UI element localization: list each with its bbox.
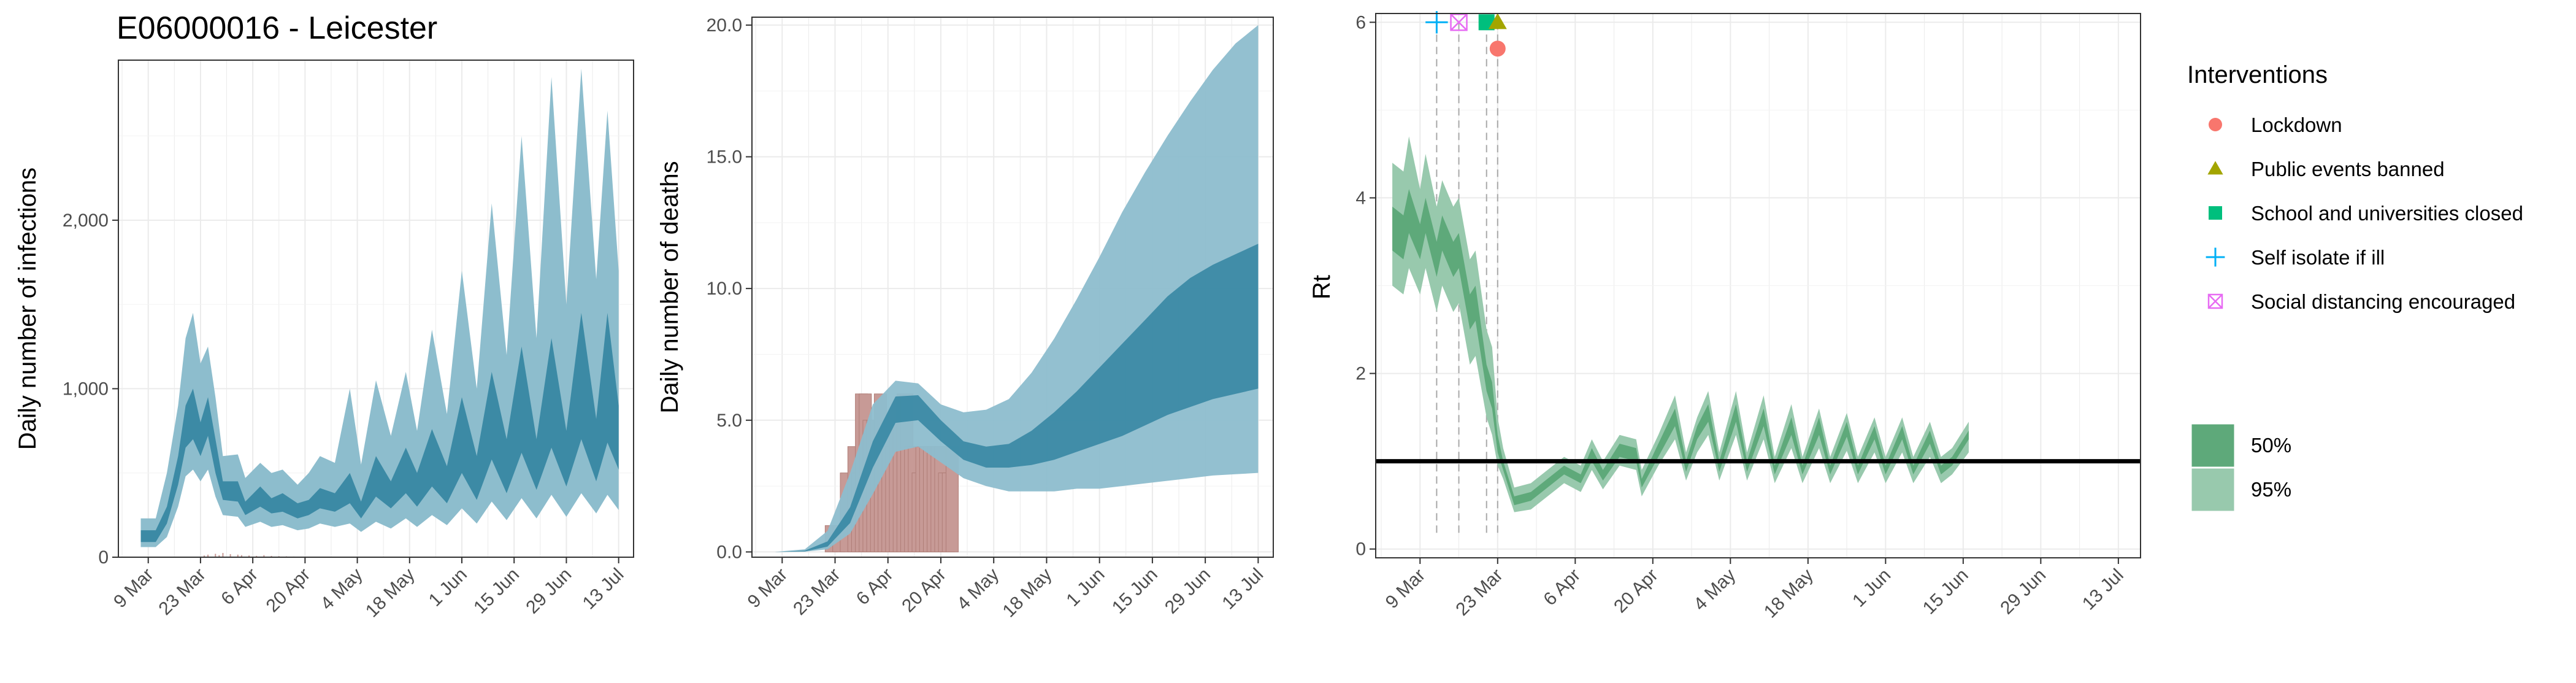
- y-tick-label: 1,000: [63, 379, 109, 399]
- y-tick-label: 15.0: [707, 147, 742, 168]
- intervention-marker: [1488, 13, 1507, 29]
- y-tick-label: 2: [1355, 364, 1366, 384]
- panel-border: [118, 60, 634, 558]
- legend-key-triangle: [2207, 161, 2223, 175]
- ci50-ribbon: [775, 244, 1259, 552]
- y-tick-label: 6: [1355, 12, 1366, 33]
- ci50-ribbon: [1392, 189, 1969, 506]
- rt-label: Rt: [1308, 275, 1335, 299]
- panel-border: [751, 17, 1274, 558]
- legend-title: Interventions: [2187, 61, 2328, 88]
- y-tick-label: 5.0: [716, 411, 742, 431]
- legend-ci-swatch: [2190, 466, 2236, 513]
- intervention-marker: [1425, 11, 1448, 34]
- observed-bar: [270, 555, 272, 557]
- observed-bar: [237, 554, 239, 557]
- observed-bar: [240, 555, 242, 557]
- y-tick-label: 4: [1355, 188, 1366, 208]
- y-axis-title: Rt: [1308, 275, 1335, 299]
- observed-bar: [222, 553, 224, 557]
- chart-title: E06000016 - Leicester: [117, 10, 437, 46]
- legend-label: School and universities closed: [2251, 202, 2523, 225]
- observed-bar: [248, 555, 250, 557]
- y-tick-label: 0: [98, 547, 109, 568]
- legend: Interventions Lockdown Public events bann…: [2187, 61, 2523, 513]
- observed-bar: [218, 555, 220, 557]
- y-axis-title: Daily number of deaths: [656, 161, 683, 413]
- legend-label: Self isolate if ill: [2251, 246, 2385, 269]
- legend-key-boxcross: [2207, 293, 2223, 309]
- y-tick-label: 20.0: [707, 15, 742, 36]
- legend-key-circle: [2209, 118, 2222, 131]
- panel-border: [1375, 13, 2141, 558]
- legend-label: Social distancing encouraged: [2251, 290, 2515, 313]
- y-tick-label: 10.0: [707, 279, 742, 299]
- observed-bar: [204, 555, 205, 557]
- observed-bar: [263, 555, 265, 557]
- intervention-marker: [1489, 41, 1506, 57]
- legend-key-plus: [2206, 247, 2225, 267]
- y-axis-title: Daily number of infections: [14, 168, 41, 450]
- observed-bar: [256, 555, 258, 557]
- observed-bar: [229, 554, 231, 557]
- observed-bar: [215, 554, 217, 557]
- y-tick-label: 2,000: [63, 210, 109, 231]
- rt-panel: 9 Mar 23 Mar 6 Apr 20 Apr 4 May 18 May 1 Jun 15…: [1308, 11, 2141, 622]
- intervention-marker: [1450, 14, 1468, 31]
- svg-text:Rt: Rt: [1308, 275, 1335, 299]
- legend-key-square: [2209, 206, 2222, 220]
- observed-bar: [207, 554, 209, 557]
- legend-ci-label: 50%: [2251, 434, 2291, 457]
- legend-label: Lockdown: [2251, 114, 2342, 136]
- y-tick-label: 0: [1355, 539, 1366, 560]
- legend-ci-label: 95%: [2251, 478, 2291, 501]
- legend-ci-swatch: [2190, 422, 2236, 469]
- legend-label: Public events banned: [2251, 158, 2445, 180]
- y-tick-label: 0.0: [716, 542, 742, 562]
- ci50-ribbon: [140, 312, 619, 542]
